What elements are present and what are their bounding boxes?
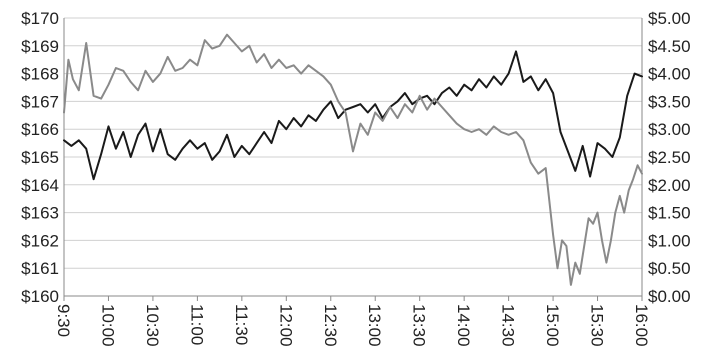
x-tick-label: 10:30 [143, 304, 162, 347]
right-tick-label: $3.00 [648, 120, 691, 139]
x-tick-label: 15:00 [543, 304, 562, 347]
left-tick-label: $165 [21, 148, 59, 167]
left-tick-label: $164 [21, 176, 59, 195]
x-tick-label: 15:30 [588, 304, 607, 347]
right-tick-label: $5.00 [648, 9, 691, 28]
x-axis-ticks: 9:30 10:00 10:30 11:00 11:30 12:00 12:30 13:00 1… [54, 296, 651, 347]
right-tick-label: $0.00 [648, 287, 691, 306]
x-tick-label: 11:30 [232, 304, 251, 345]
right-tick-label: $0.50 [648, 259, 691, 278]
series-line-left-axis [63, 50, 643, 181]
x-tick-label: 9:30 [54, 304, 73, 337]
right-tick-label: $1.00 [648, 231, 691, 250]
x-tick-label: 12:00 [276, 304, 295, 347]
right-tick-label: $3.50 [648, 92, 691, 111]
x-tick-label: 11:00 [187, 304, 206, 345]
x-tick-label: 14:30 [499, 304, 518, 347]
x-tick-label: 14:00 [454, 304, 473, 347]
right-tick-label: $2.00 [648, 176, 691, 195]
left-tick-label: $168 [21, 65, 59, 84]
left-tick-label: $161 [21, 259, 59, 278]
left-axis-ticks: $160 $161 $162 $163 $164 $165 $166 $167 $168 $169… [21, 9, 59, 306]
x-tick-label: 16:00 [632, 304, 651, 347]
x-tick-label: 10:00 [98, 304, 117, 347]
left-tick-label: $162 [21, 231, 59, 250]
series-lines [63, 33, 643, 286]
right-tick-label: $4.50 [648, 37, 691, 56]
right-axis-ticks: $0.00 $0.50 $1.00 $1.50 $2.00 $2.50 $3.00 $3.50… [648, 9, 691, 306]
left-tick-label: $160 [21, 287, 59, 306]
x-tick-label: 12:30 [321, 304, 340, 347]
right-tick-label: $2.50 [648, 148, 691, 167]
series-line-right-axis [63, 33, 643, 286]
left-tick-label: $170 [21, 9, 59, 28]
right-tick-label: $1.50 [648, 204, 691, 223]
right-tick-label: $4.00 [648, 65, 691, 84]
left-tick-label: $169 [21, 37, 59, 56]
left-tick-label: $167 [21, 92, 59, 111]
axes [63, 18, 643, 297]
left-tick-label: $163 [21, 204, 59, 223]
x-tick-label: 13:30 [410, 304, 429, 347]
x-tick-label: 13:00 [365, 304, 384, 347]
left-tick-label: $166 [21, 120, 59, 139]
